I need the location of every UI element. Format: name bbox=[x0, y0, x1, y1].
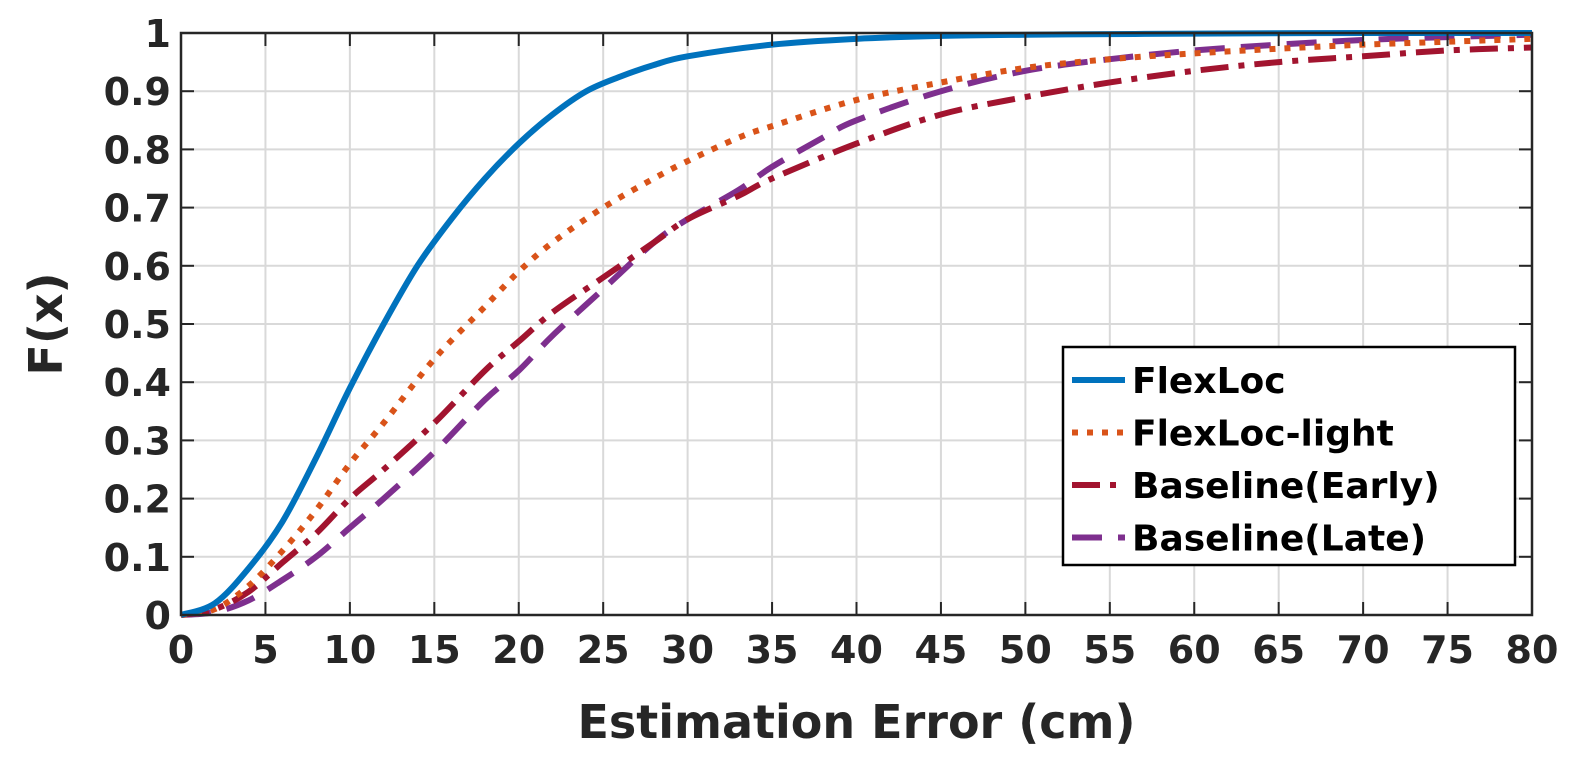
x-tick-label: 20 bbox=[492, 628, 545, 672]
legend-item: Baseline(Early) bbox=[1072, 466, 1440, 507]
x-tick-label: 80 bbox=[1506, 628, 1559, 672]
x-tick-label: 65 bbox=[1252, 628, 1305, 672]
legend: FlexLoc FlexLoc-light Baseline(Early) Basel… bbox=[1061, 345, 1517, 567]
legend-item: FlexLoc bbox=[1072, 361, 1286, 402]
legend-label: Baseline(Late) bbox=[1132, 519, 1426, 560]
y-tick-labels: 0 0.1 0.2 0.3 0.4 0.5 0.6 0.7 0.8 0.9 1 bbox=[104, 12, 171, 638]
y-tick-label: 0.7 bbox=[104, 187, 171, 231]
x-tick-label: 30 bbox=[661, 628, 714, 672]
x-tick-label: 40 bbox=[830, 628, 883, 672]
x-tick-label: 60 bbox=[1168, 628, 1221, 672]
legend-label: FlexLoc-light bbox=[1132, 414, 1394, 455]
y-axis-label: F(x) bbox=[19, 272, 73, 375]
y-tick-label: 0.3 bbox=[104, 419, 171, 463]
legend-box bbox=[1061, 345, 1517, 567]
x-tick-label: 15 bbox=[408, 628, 461, 672]
legend-item: FlexLoc-light bbox=[1072, 414, 1394, 455]
series-line-flexloc-light bbox=[180, 35, 1533, 618]
tick-marks bbox=[180, 32, 1533, 616]
legend-item: Baseline(Late) bbox=[1072, 519, 1426, 560]
x-tick-label: 55 bbox=[1083, 628, 1136, 672]
series-line-baseline-early bbox=[180, 44, 1533, 618]
y-tick-label: 0.6 bbox=[104, 245, 171, 289]
x-tick-label: 25 bbox=[577, 628, 630, 672]
y-tick-label: 0.4 bbox=[104, 361, 171, 405]
legend-label: FlexLoc bbox=[1132, 361, 1286, 402]
x-tick-label: 0 bbox=[168, 628, 194, 672]
x-axis-label: Estimation Error (cm) bbox=[578, 695, 1136, 749]
y-tick-label: 0.2 bbox=[104, 478, 171, 522]
x-tick-label: 5 bbox=[252, 628, 278, 672]
y-tick-label: 0.5 bbox=[104, 303, 171, 347]
x-tick-label: 75 bbox=[1421, 628, 1474, 672]
x-tick-labels: 0 5 10 15 20 25 30 35 40 45 50 55 60 65 70 75 80 bbox=[168, 628, 1559, 672]
y-tick-label: 0.9 bbox=[104, 70, 171, 114]
x-tick-label: 10 bbox=[323, 628, 376, 672]
y-tick-label: 0.1 bbox=[104, 536, 171, 580]
x-tick-label: 45 bbox=[914, 628, 967, 672]
legend-label: Baseline(Early) bbox=[1132, 466, 1440, 507]
legend-items: FlexLoc FlexLoc-light Baseline(Early) Basel… bbox=[1072, 361, 1440, 560]
x-tick-label: 35 bbox=[746, 628, 799, 672]
y-tick-label: 1 bbox=[145, 12, 171, 56]
x-tick-label: 50 bbox=[999, 628, 1052, 672]
y-tick-label: 0 bbox=[145, 594, 171, 638]
y-tick-label: 0.8 bbox=[104, 128, 171, 172]
x-tick-label: 70 bbox=[1337, 628, 1390, 672]
